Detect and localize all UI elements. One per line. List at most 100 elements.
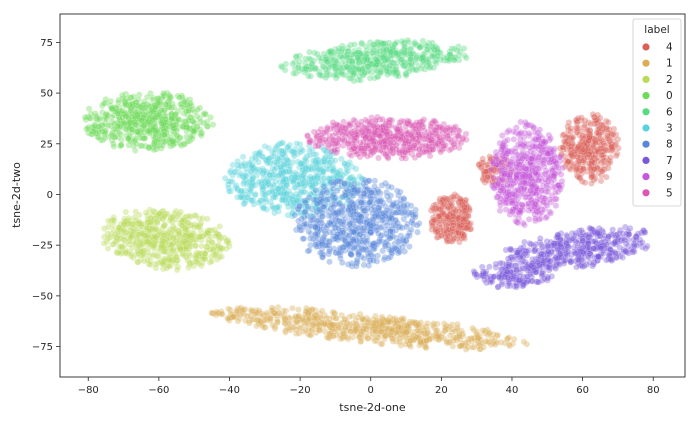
- point: [607, 154, 615, 161]
- point: [607, 158, 614, 166]
- point: [132, 208, 139, 215]
- point: [122, 208, 130, 216]
- point: [564, 123, 572, 130]
- point: [586, 150, 593, 158]
- point: [608, 143, 615, 151]
- point: [452, 215, 460, 223]
- point: [556, 144, 564, 152]
- point: [572, 249, 579, 257]
- point: [494, 176, 502, 184]
- point: [606, 138, 614, 145]
- point: [604, 147, 611, 154]
- point: [504, 181, 511, 189]
- point: [493, 161, 501, 169]
- point: [197, 227, 205, 234]
- point: [365, 316, 372, 324]
- point: [588, 171, 596, 179]
- point: [572, 164, 580, 172]
- point: [184, 226, 191, 233]
- point: [301, 69, 309, 76]
- point: [596, 139, 603, 146]
- point: [487, 341, 495, 348]
- point: [442, 218, 449, 226]
- point: [573, 144, 581, 152]
- point: [297, 148, 304, 156]
- point: [433, 218, 441, 226]
- point: [586, 154, 594, 161]
- point: [294, 205, 302, 213]
- point: [105, 223, 112, 231]
- point: [576, 163, 584, 171]
- point: [405, 324, 413, 332]
- point: [562, 141, 569, 148]
- point: [442, 222, 450, 229]
- point: [597, 159, 605, 167]
- point: [598, 171, 605, 179]
- point: [577, 140, 584, 148]
- point: [504, 157, 512, 164]
- point: [295, 217, 302, 225]
- point: [443, 339, 451, 347]
- point: [453, 205, 460, 213]
- point: [449, 225, 456, 232]
- point: [449, 219, 457, 227]
- point: [584, 140, 591, 148]
- point: [579, 136, 587, 144]
- point: [599, 126, 607, 134]
- point: [586, 134, 594, 142]
- point: [417, 335, 425, 343]
- point: [191, 212, 199, 219]
- point: [484, 164, 492, 171]
- point: [438, 220, 446, 228]
- point: [577, 166, 585, 174]
- point: [463, 203, 471, 211]
- point: [266, 171, 274, 179]
- point: [443, 229, 450, 236]
- point: [448, 208, 456, 216]
- point: [491, 341, 499, 348]
- point: [301, 208, 309, 215]
- point: [236, 172, 243, 179]
- point: [481, 172, 489, 179]
- point: [358, 199, 365, 207]
- point: [590, 165, 598, 172]
- point: [436, 211, 444, 218]
- point: [469, 324, 476, 332]
- point: [575, 146, 583, 153]
- point: [599, 148, 606, 155]
- point: [347, 250, 355, 258]
- point: [562, 134, 570, 141]
- point: [450, 209, 458, 216]
- point: [458, 232, 465, 239]
- point: [490, 273, 498, 281]
- point: [599, 166, 606, 174]
- plot-frame: [59, 13, 686, 378]
- point: [574, 115, 582, 122]
- point: [186, 252, 194, 259]
- point: [331, 310, 339, 317]
- point: [587, 148, 594, 156]
- point: [344, 261, 352, 268]
- point: [563, 231, 570, 239]
- point: [263, 316, 271, 324]
- point: [357, 77, 365, 84]
- point: [605, 129, 612, 137]
- point: [421, 340, 429, 348]
- point: [306, 331, 314, 339]
- point: [605, 136, 613, 143]
- point: [446, 211, 454, 218]
- point: [198, 262, 205, 270]
- point: [345, 240, 352, 248]
- point: [574, 173, 582, 181]
- point: [203, 215, 211, 223]
- point: [292, 53, 300, 60]
- point: [612, 131, 620, 138]
- point: [630, 236, 638, 243]
- point: [160, 222, 168, 230]
- point: [118, 141, 125, 149]
- point: [558, 150, 565, 158]
- point: [166, 120, 174, 127]
- point: [234, 317, 242, 325]
- point: [437, 199, 445, 207]
